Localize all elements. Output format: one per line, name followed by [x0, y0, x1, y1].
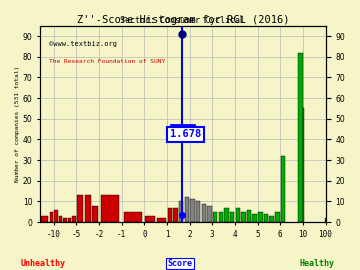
Bar [50, 212, 53, 222]
Bar [213, 212, 217, 222]
Bar [41, 216, 48, 222]
Text: Healthy: Healthy [299, 259, 334, 268]
Bar [145, 216, 154, 222]
Y-axis label: Number of companies (531 total): Number of companies (531 total) [15, 66, 20, 182]
Bar [207, 206, 212, 222]
Bar [72, 216, 76, 222]
Bar [247, 210, 251, 222]
Text: Score: Score [167, 259, 193, 268]
Bar [275, 212, 280, 222]
Bar [252, 214, 257, 222]
Bar [258, 212, 263, 222]
Bar [224, 208, 229, 222]
Bar [241, 212, 246, 222]
Bar [124, 212, 142, 222]
Bar [190, 200, 195, 222]
Bar [179, 201, 183, 222]
Text: Sector: Consumer Cyclical: Sector: Consumer Cyclical [120, 16, 246, 25]
Bar [68, 218, 71, 222]
Bar [54, 210, 58, 222]
Text: ©www.textbiz.org: ©www.textbiz.org [49, 42, 117, 48]
Bar [173, 208, 178, 222]
Bar [230, 212, 234, 222]
Bar [196, 201, 201, 222]
Bar [101, 195, 120, 222]
Bar [270, 216, 274, 222]
Text: 1.678: 1.678 [170, 129, 201, 139]
Bar [63, 218, 67, 222]
Bar [202, 204, 206, 222]
Text: Unhealthy: Unhealthy [21, 259, 66, 268]
Bar [85, 195, 91, 222]
Bar [92, 206, 98, 222]
Bar [281, 156, 285, 222]
Bar [264, 214, 268, 222]
Text: The Research Foundation of SUNY: The Research Foundation of SUNY [49, 59, 165, 64]
Bar [235, 208, 240, 222]
Bar [298, 53, 302, 222]
Title: Z''-Score Histogram for RCL (2016): Z''-Score Histogram for RCL (2016) [77, 15, 289, 25]
Bar [219, 212, 223, 222]
Bar [77, 195, 83, 222]
Bar [157, 218, 166, 222]
Bar [167, 208, 172, 222]
Bar [185, 197, 189, 222]
Bar [59, 216, 62, 222]
